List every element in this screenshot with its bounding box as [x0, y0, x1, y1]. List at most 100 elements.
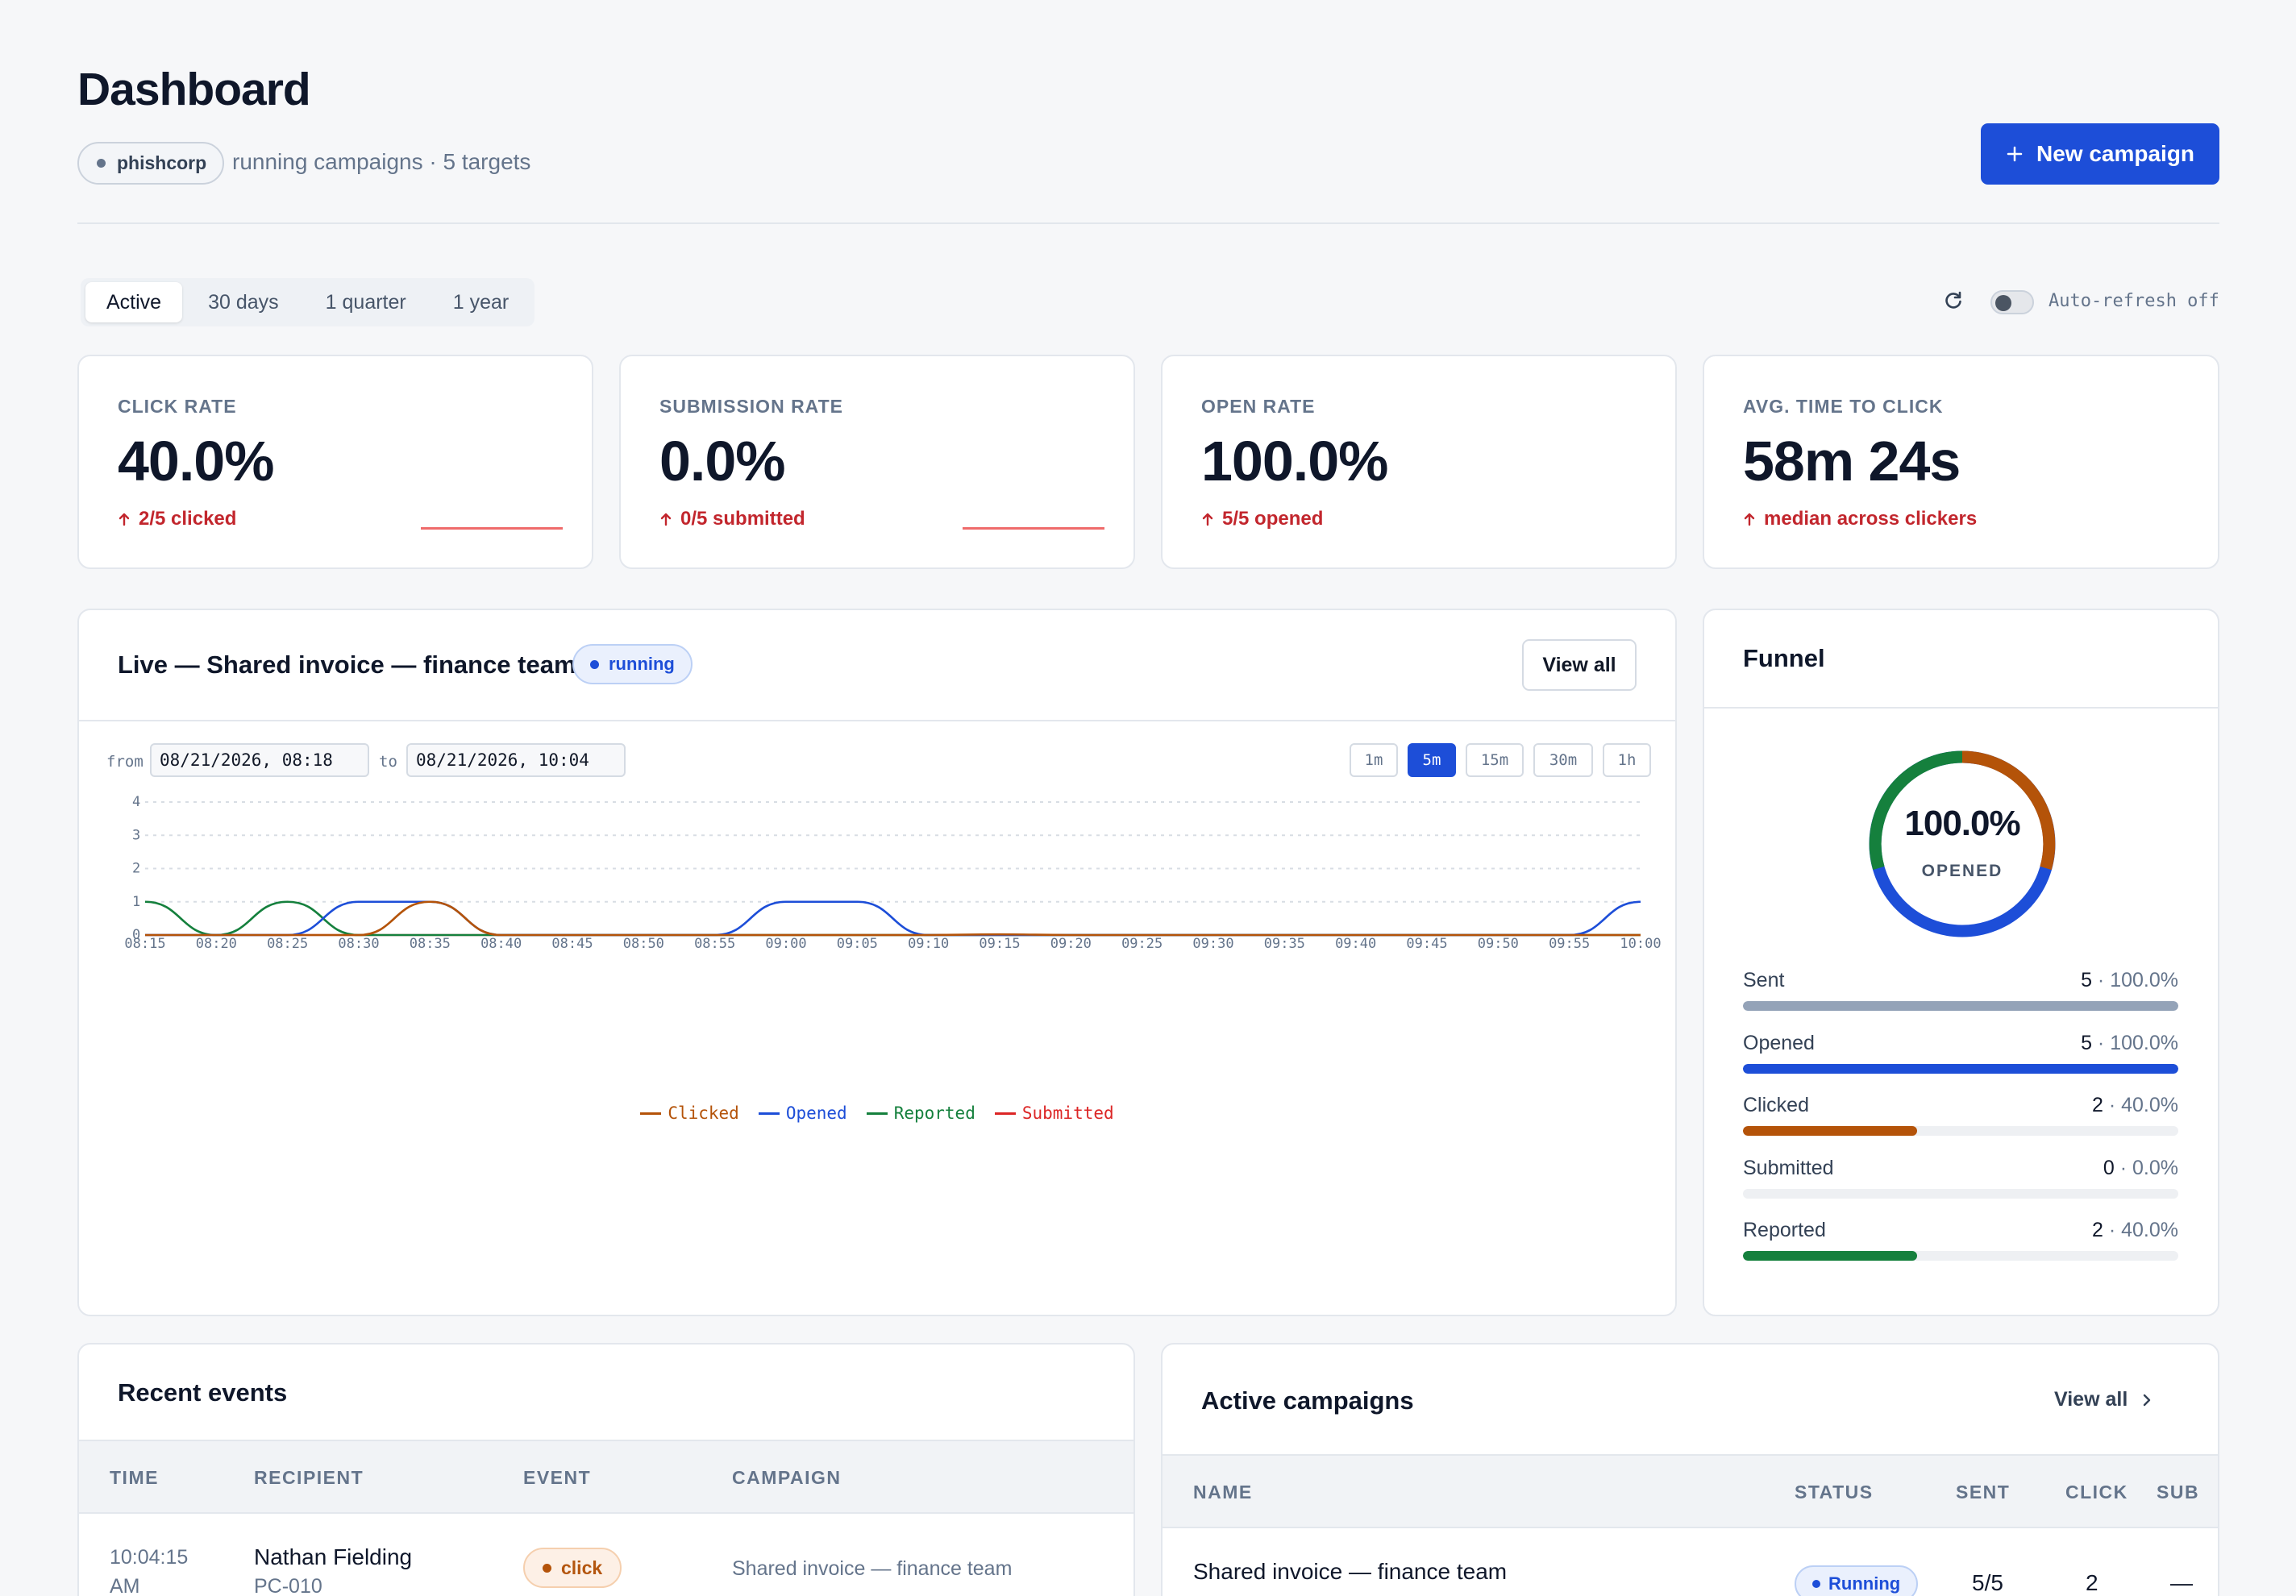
- funnel-row-value: 5 · 100.0%: [2081, 1032, 2178, 1055]
- funnel-row-reported: Reported 2 · 40.0%: [1743, 1219, 2178, 1267]
- legend-swatch: [758, 1112, 780, 1115]
- series-line-opened: [145, 900, 1641, 937]
- x-tick-label: 09:10: [908, 936, 949, 952]
- status-dot-icon: [590, 659, 599, 669]
- auto-refresh-label: Auto-refresh off: [2049, 291, 2219, 311]
- table-row[interactable]: 10:04:15 AM Nathan Fielding PC-010 click…: [79, 1514, 1133, 1596]
- x-tick-label: 08:55: [694, 936, 735, 952]
- legend-item-clicked[interactable]: Clicked: [640, 1103, 739, 1123]
- status-dot-icon: [1812, 1580, 1820, 1588]
- funnel-row-pct: · 100.0%: [2091, 1031, 2178, 1054]
- stat-card-click-rate: CLICK RATE 40.0% 2/5 clicked: [77, 355, 593, 569]
- legend-item-reported[interactable]: Reported: [866, 1103, 975, 1123]
- from-date-input[interactable]: 08/21/2026, 08:18: [150, 743, 369, 777]
- event-dot-icon: [543, 1563, 551, 1573]
- x-tick-label: 09:25: [1121, 936, 1163, 952]
- donut-reported-arc: [1869, 750, 1963, 871]
- funnel-row-label: Submitted: [1743, 1156, 1834, 1179]
- tab-1-quarter[interactable]: 1 quarter: [325, 290, 406, 314]
- stat-delta: 0/5 submitted: [659, 508, 805, 530]
- tab-30-days[interactable]: 30 days: [208, 290, 279, 314]
- event-time: 10:04:15: [110, 1546, 189, 1569]
- event-campaign: Shared invoice — finance team: [732, 1557, 1013, 1580]
- col-name: NAME: [1193, 1482, 1253, 1502]
- stat-label: OPEN RATE: [1201, 396, 1316, 417]
- donut-label: OPENED: [1921, 862, 2003, 880]
- granularity-5m-button[interactable]: 5m: [1408, 743, 1456, 777]
- stat-label: AVG. TIME TO CLICK: [1743, 396, 1944, 417]
- funnel-row-submitted: Submitted 0 · 0.0%: [1743, 1157, 2178, 1205]
- funnel-bar-track: [1743, 1188, 2178, 1199]
- funnel-row-pct: · 40.0%: [2103, 1094, 2178, 1116]
- stat-delta-text: 2/5 clicked: [139, 508, 237, 530]
- view-all-label: View all: [2054, 1388, 2128, 1411]
- funnel-bar-track: [1743, 1001, 2178, 1011]
- granularity-1h-button[interactable]: 1h: [1603, 743, 1651, 777]
- col-event: EVENT: [523, 1467, 592, 1488]
- x-tick-label: 09:20: [1050, 936, 1092, 952]
- status-text: running: [609, 654, 675, 674]
- stat-value: 58m 24s: [1743, 430, 1961, 493]
- page-title: Dashboard: [77, 64, 311, 115]
- granularity-30m-button[interactable]: 30m: [1533, 743, 1593, 777]
- donut-value: 100.0%: [1904, 804, 2020, 843]
- stat-delta: 2/5 clicked: [118, 508, 236, 530]
- live-chart: 0 1 2 3 4 08:15 08:20 08:25 08:30 08:35 08:40 08:45…: [124, 794, 1661, 952]
- legend-label: Submitted: [1021, 1103, 1114, 1123]
- sparkline: [963, 527, 1104, 530]
- stat-label: SUBMISSION RATE: [659, 396, 843, 417]
- x-tick-label: 08:15: [124, 936, 165, 952]
- donut-clicked-arc: [1961, 750, 2056, 871]
- stat-value: 40.0%: [118, 430, 274, 493]
- recent-events-panel: Recent events TIME RECIPIENT EVENT CAMPA…: [77, 1343, 1135, 1596]
- tab-1-year[interactable]: 1 year: [452, 290, 510, 314]
- funnel-row-label: Clicked: [1743, 1094, 1809, 1116]
- funnel-row-count: 5: [2081, 969, 2092, 991]
- org-badge: phishcorp: [77, 142, 225, 185]
- funnel-row-value: 2 · 40.0%: [2092, 1094, 2178, 1117]
- funnel-divider: [1704, 707, 2218, 709]
- live-view-all-button[interactable]: View all: [1522, 639, 1637, 691]
- col-campaign: CAMPAIGN: [732, 1467, 842, 1488]
- campaigns-header: [1163, 1454, 2218, 1528]
- x-tick-label: 08:40: [480, 936, 522, 952]
- funnel-bar-track: [1743, 1063, 2178, 1074]
- col-sent: SENT: [1956, 1482, 2011, 1502]
- table-row[interactable]: Shared invoice — finance team Running 5/…: [1163, 1528, 2218, 1596]
- stat-delta-text: median across clickers: [1764, 508, 1978, 530]
- x-tick-label: 08:45: [551, 936, 593, 952]
- campaign-click: 2: [2086, 1570, 2098, 1595]
- funnel-row-pct: · 0.0%: [2114, 1156, 2178, 1179]
- x-tick-label: 08:25: [267, 936, 308, 952]
- campaign-status-badge: Running: [1795, 1565, 1919, 1596]
- funnel-row-value: 5 · 100.0%: [2081, 969, 2178, 992]
- new-campaign-button[interactable]: New campaign: [1981, 123, 2219, 185]
- tab-active[interactable]: Active: [85, 282, 183, 322]
- legend-label: Reported: [893, 1103, 975, 1123]
- funnel-bar-fill: [1743, 1001, 2178, 1011]
- x-tick-label: 09:15: [979, 936, 1020, 952]
- stat-delta-text: 5/5 opened: [1222, 508, 1324, 530]
- stat-delta-text: 0/5 submitted: [680, 508, 805, 530]
- legend-swatch: [994, 1112, 1016, 1115]
- auto-refresh-toggle[interactable]: [1990, 290, 2034, 314]
- recent-events-title: Recent events: [118, 1378, 288, 1407]
- x-tick-label: 08:50: [623, 936, 664, 952]
- range-tabs: Active 30 days 1 quarter 1 year: [81, 278, 535, 326]
- x-tick-label: 09:45: [1406, 936, 1447, 952]
- x-tick-label: 08:30: [338, 936, 379, 952]
- funnel-row-clicked: Clicked 2 · 40.0%: [1743, 1094, 2178, 1142]
- x-tick-label: 09:50: [1478, 936, 1519, 952]
- org-dot-icon: [97, 159, 106, 168]
- refresh-icon[interactable]: [1943, 290, 1964, 311]
- legend-item-submitted[interactable]: Submitted: [994, 1103, 1114, 1123]
- campaigns-view-all-link[interactable]: View all: [2054, 1388, 2152, 1411]
- granularity-1m-button[interactable]: 1m: [1350, 743, 1398, 777]
- stat-delta: median across clickers: [1743, 508, 1977, 530]
- legend-item-opened[interactable]: Opened: [758, 1103, 847, 1123]
- to-date-input[interactable]: 08/21/2026, 10:04: [406, 743, 626, 777]
- funnel-bar-fill: [1743, 1063, 2178, 1074]
- funnel-bar-track: [1743, 1126, 2178, 1136]
- campaign-name: Shared invoice — finance team: [1193, 1559, 1508, 1584]
- granularity-15m-button[interactable]: 15m: [1466, 743, 1524, 777]
